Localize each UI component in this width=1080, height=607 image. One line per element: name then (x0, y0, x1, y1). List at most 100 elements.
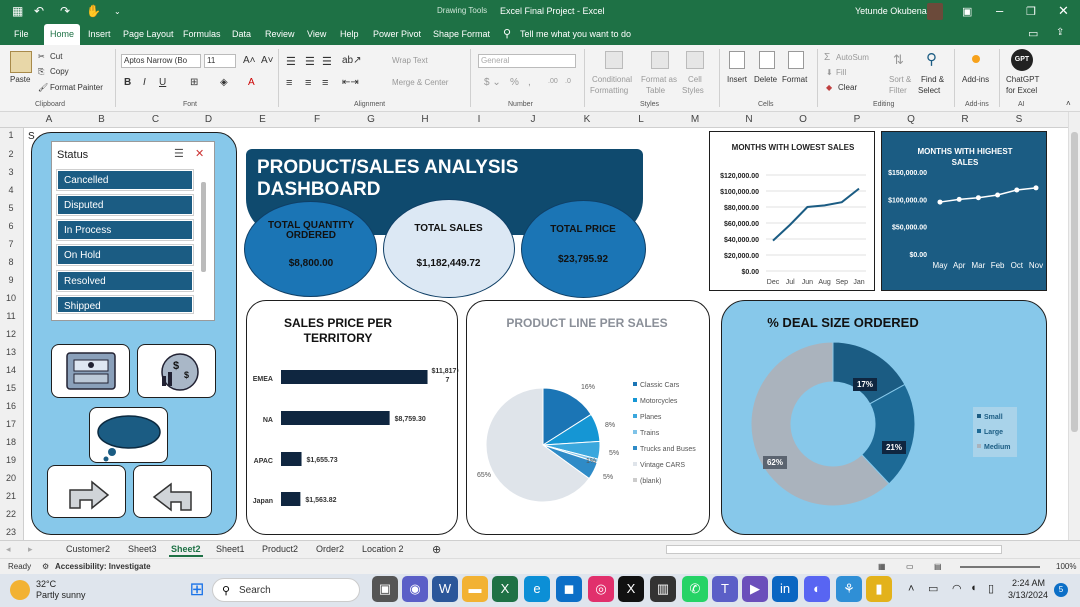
row-header[interactable]: 11 (0, 311, 22, 321)
row-header[interactable]: 3 (0, 167, 22, 177)
clear-filter-icon[interactable]: ✕ (195, 147, 204, 160)
fill-button[interactable]: Fill (836, 68, 846, 77)
format-cells-button[interactable]: Format (782, 75, 807, 84)
orientation-icon[interactable]: ab↗ (342, 55, 362, 66)
wrap-text-button[interactable]: Wrap Text (392, 56, 428, 65)
row-header[interactable]: 20 (0, 473, 22, 483)
page-break-view-icon[interactable]: ▤ (934, 562, 942, 571)
temperature[interactable]: 32°C (36, 579, 56, 589)
column-header[interactable]: I (452, 114, 506, 125)
row-header[interactable]: 5 (0, 203, 22, 213)
cut-button[interactable]: Cut (50, 52, 62, 61)
sheet-tab-sheet2[interactable]: Sheet2 (169, 542, 203, 557)
start-icon[interactable]: ⊞ (184, 576, 210, 602)
chatgpt-icon[interactable]: GPT (1011, 49, 1033, 71)
excel-taskbar-icon[interactable]: X (492, 576, 518, 602)
cash-button[interactable] (51, 344, 130, 398)
paste-icon[interactable] (10, 51, 32, 73)
increase-font-icon[interactable]: A˄ (243, 55, 256, 66)
merge-center-button[interactable]: Merge & Center (392, 78, 448, 87)
copy-icon[interactable]: ⎘ (38, 67, 44, 77)
menu-insert[interactable]: Insert (88, 29, 111, 39)
column-header[interactable]: M (668, 114, 722, 125)
instagram-icon[interactable]: ◎ (588, 576, 614, 602)
add-sheet-icon[interactable]: ⊕ (432, 543, 441, 556)
menu-formulas[interactable]: Formulas (183, 29, 221, 39)
store-icon[interactable]: ◼ (556, 576, 582, 602)
customize-qat-icon[interactable]: ⌄ (114, 7, 121, 16)
format-as-table-button[interactable]: Format as (641, 75, 677, 84)
sheet-tab-sheet1[interactable]: Sheet1 (216, 544, 245, 554)
scrollbar-thumb[interactable] (1071, 132, 1078, 432)
indent-icon[interactable]: ⇤⇥ (342, 77, 359, 88)
conditional-formatting-icon[interactable] (605, 51, 623, 69)
chart-product-line[interactable]: PRODUCT LINE PER SALES 16% 8% 5% 1% 5% 65% Clas… (466, 300, 710, 535)
wifi-icon[interactable]: ◠ (952, 582, 962, 595)
column-header[interactable]: N (722, 114, 776, 125)
x-icon[interactable]: X (618, 576, 644, 602)
comma-icon[interactable]: , (528, 77, 531, 88)
row-header[interactable]: 13 (0, 347, 22, 357)
menu-shape-format[interactable]: Shape Format (433, 29, 490, 39)
menu-view[interactable]: View (307, 29, 326, 39)
column-header[interactable]: G (344, 114, 398, 125)
vertical-scrollbar[interactable] (1068, 112, 1080, 540)
clock-time[interactable]: 2:24 AM (1012, 578, 1045, 588)
increase-decimal-icon[interactable]: .00 (548, 78, 558, 85)
autosum-button[interactable]: AutoSum (836, 53, 869, 62)
sheet-tab-sheet3[interactable]: Sheet3 (128, 544, 157, 554)
delete-cells-icon[interactable] (759, 51, 775, 69)
menu-power-pivot[interactable]: Power Pivot (373, 29, 421, 39)
sheet-tab-location2[interactable]: Location 2 (362, 544, 404, 554)
menu-home[interactable]: Home (44, 24, 80, 45)
format-cells-icon[interactable] (788, 51, 804, 69)
whatsapp-icon[interactable]: ✆ (682, 576, 708, 602)
cell-styles-button[interactable]: Cell (688, 75, 702, 84)
sheet-tab-customer2[interactable]: Customer2 (66, 544, 110, 554)
money-chart-button[interactable]: $ $ (137, 344, 216, 398)
align-middle-icon[interactable]: ☰ (305, 55, 315, 68)
edge-icon[interactable]: e (524, 576, 550, 602)
font-size-select[interactable]: 11 (204, 54, 236, 68)
network-app-icon[interactable]: ⚘ (836, 576, 862, 602)
row-header[interactable]: 22 (0, 509, 22, 519)
accessibility-icon[interactable]: ⚙ (42, 562, 49, 571)
weather-text[interactable]: Partly sunny (36, 590, 86, 600)
clear-button[interactable]: Clear (838, 83, 857, 92)
sort-filter-button[interactable]: Sort & (889, 75, 911, 84)
align-left-icon[interactable]: ≡ (286, 77, 292, 89)
redo-icon[interactable]: ↷ (60, 4, 70, 18)
column-header[interactable]: O (776, 114, 830, 125)
battery-icon[interactable]: ▯ (988, 582, 994, 595)
sheet-tab-product2[interactable]: Product2 (262, 544, 298, 554)
row-header[interactable]: 21 (0, 491, 22, 501)
menu-help[interactable]: Help (340, 29, 359, 39)
underline-icon[interactable]: U (159, 77, 166, 88)
collapse-ribbon-icon[interactable]: ˄ (1066, 99, 1071, 108)
menu-page-layout[interactable]: Page Layout (123, 29, 174, 39)
slicer-item-resolved[interactable]: Resolved (57, 271, 193, 291)
row-header[interactable]: 16 (0, 401, 22, 411)
cut-icon[interactable]: ✂ (38, 52, 45, 61)
slicer-item-shipped[interactable]: Shipped (57, 296, 193, 313)
italic-icon[interactable]: I (143, 77, 146, 88)
format-painter-icon[interactable]: 🖌 (38, 83, 48, 92)
zoom-level[interactable]: 100% (1056, 562, 1076, 571)
show-hidden-icon[interactable]: ˄ (908, 583, 914, 595)
format-as-table-icon[interactable] (651, 51, 669, 69)
menu-file[interactable]: File (14, 29, 29, 39)
column-header[interactable]: R (938, 114, 992, 125)
chatgpt-button[interactable]: ChatGPT (1006, 75, 1039, 84)
row-header[interactable]: 8 (0, 257, 22, 267)
accessibility-status[interactable]: Accessibility: Investigate (55, 562, 151, 571)
row-header[interactable]: 6 (0, 221, 22, 231)
discord-icon[interactable]: ◐ (804, 576, 830, 602)
menu-data[interactable]: Data (232, 29, 251, 39)
chart-highest-sales[interactable]: MONTHS WITH HIGHEST SALES $150,000.00 $100,… (881, 131, 1047, 291)
tell-me-input[interactable]: Tell me what you want to do (520, 29, 631, 39)
meet-icon[interactable]: ◉ (402, 576, 428, 602)
weather-icon[interactable] (10, 580, 30, 600)
align-right-icon[interactable]: ≡ (322, 77, 328, 89)
decrease-decimal-icon[interactable]: .0 (565, 78, 571, 85)
